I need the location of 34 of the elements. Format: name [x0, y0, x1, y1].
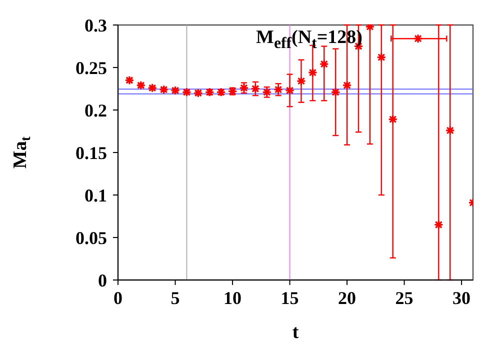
- point: [170, 86, 180, 96]
- x-tick-label: 25: [395, 288, 414, 308]
- x-tick-label: 20: [338, 288, 356, 308]
- y-tick-label: 0.3: [84, 15, 107, 36]
- y-tick-label: 0.1: [84, 185, 107, 206]
- x-tick-label: 0: [114, 288, 122, 308]
- point: [296, 76, 306, 86]
- y-tick-label: 0.25: [76, 58, 107, 78]
- x-tick-label: 10: [224, 288, 242, 308]
- point: [342, 80, 352, 90]
- x-axis-title: t: [292, 322, 300, 343]
- y-tick-label: 0.2: [84, 100, 107, 120]
- point: [136, 80, 146, 90]
- point: [308, 68, 318, 78]
- point: [434, 220, 444, 230]
- point: [330, 87, 340, 97]
- point: [182, 87, 192, 97]
- point: [193, 88, 203, 98]
- y-tick-label: 0.15: [76, 142, 107, 163]
- y-tick-label: 0: [98, 270, 107, 290]
- point: [376, 52, 386, 62]
- y-tick-label: 0.05: [76, 228, 107, 248]
- x-tick-label: 15: [280, 288, 299, 308]
- point: [388, 114, 398, 124]
- point: [413, 34, 423, 44]
- point: [148, 83, 158, 93]
- x-tick-label: 5: [170, 288, 180, 308]
- point: [284, 86, 295, 96]
- x-tick-label: 30: [452, 288, 471, 308]
- point: [445, 126, 455, 136]
- point: [319, 59, 329, 69]
- point: [124, 75, 134, 86]
- point: [159, 84, 169, 94]
- point: [250, 84, 260, 94]
